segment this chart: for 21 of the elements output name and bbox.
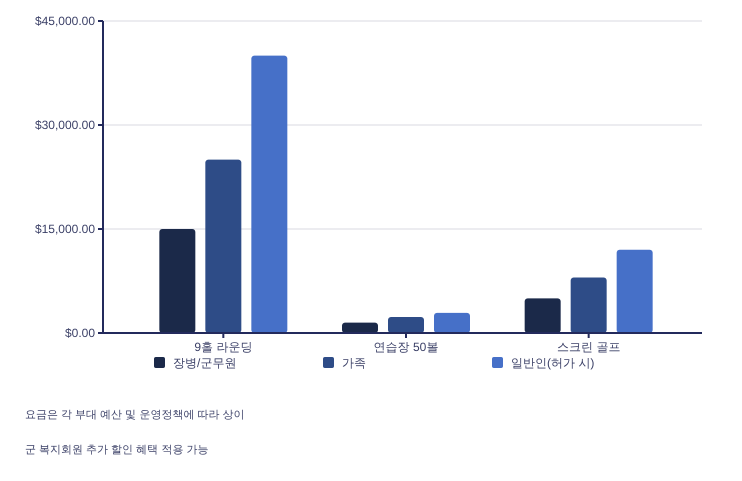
text: 요금은 각 부대 예산 및 운영정책에 따라 상이 [25, 409, 244, 421]
x-tick-label: 스크린 골프 [556, 340, 620, 354]
bar [159, 229, 196, 333]
bar [570, 278, 607, 333]
bar [205, 160, 242, 333]
legend-label: 가족 [342, 356, 366, 370]
bar [434, 312, 470, 333]
y-tick-label: $0.00 [64, 326, 96, 340]
bar [524, 298, 561, 333]
legend-label: 일반인(허가 시) [511, 356, 594, 370]
y-tick-label: $30,000.00 [34, 118, 96, 132]
x-tick-label: 9홀 라운딩 [194, 340, 252, 354]
legend-label: 장병/군무원 [173, 356, 236, 370]
text: 군 복지회원 추가 할인 혜택 적용 가능 [25, 444, 208, 456]
x-tick-label: 연습장 50볼 [374, 340, 438, 354]
bar [388, 317, 424, 333]
bar [251, 56, 288, 333]
bar [342, 322, 378, 333]
y-tick-label: $45,000.00 [34, 14, 96, 28]
y-tick-label: $15,000.00 [34, 222, 96, 236]
bar [616, 250, 653, 333]
